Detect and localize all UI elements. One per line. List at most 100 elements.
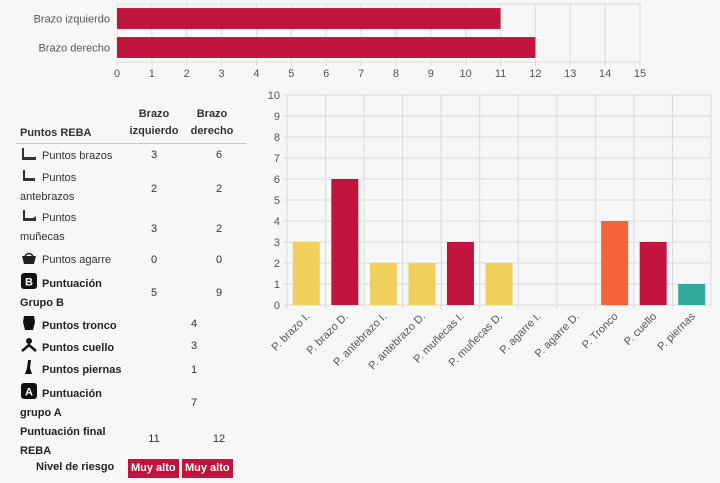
column-header-right-arm: Brazo derecho: [184, 106, 240, 140]
risk-level-label: Nivel de riesgo: [36, 461, 115, 473]
arm-icon: [22, 148, 36, 160]
table-row-neck: Puntos cuello 3: [16, 337, 246, 359]
y-tick-label-1: 1: [274, 279, 280, 291]
bar-10: [678, 284, 706, 305]
value-grip-right: 0: [215, 254, 223, 266]
table-row-final-reba: Puntuación final REBA 11 12: [16, 423, 246, 463]
row-label-group-b-line1: Puntuación: [42, 278, 102, 290]
x-tick-label-10: P. piernas: [655, 310, 698, 353]
row-label-final-reba: Puntuación final REBA: [20, 423, 130, 461]
bar-0: [292, 242, 320, 305]
bar-5: [485, 263, 513, 305]
bar-8: [601, 221, 629, 305]
table-header-title: Puntos REBA: [20, 127, 92, 139]
row-label-group-a: A Puntuación grupo A: [20, 383, 130, 423]
value-group-b-left: 5: [150, 287, 158, 299]
basket-icon: [22, 252, 36, 264]
bar-1: [117, 37, 536, 58]
x-tick-label-11: 11: [495, 68, 506, 80]
row-label-group-a-line2: grupo A: [20, 407, 62, 419]
table-row-trunk: Puntos tronco 4: [16, 315, 246, 337]
x-tick-label-7: 7: [358, 68, 364, 80]
x-tick-label-1: 1: [149, 68, 155, 80]
value-group-a: 7: [190, 397, 198, 409]
y-tick-label-0: 0: [274, 300, 280, 312]
y-tick-label-2: 2: [274, 258, 280, 270]
value-legs: 1: [190, 364, 198, 376]
row-label-forearms-line2: antebrazos: [20, 191, 75, 203]
y-tick-label-6: 6: [274, 174, 280, 186]
bar-4: [446, 242, 474, 305]
row-label-wrists-line2: muñecas: [20, 231, 65, 243]
value-arms-left: 3: [150, 149, 158, 161]
y-tick-label-10: 10: [268, 90, 280, 102]
value-final-right: 12: [212, 433, 226, 445]
table-row-wrists: Puntos muñecas 3 2: [16, 209, 246, 249]
row-label-final-line1: Puntuación final: [20, 426, 106, 438]
bar-3: [408, 263, 436, 305]
risk-badge-left: Muy alto: [128, 459, 179, 478]
row-label-wrists: Puntos muñecas: [20, 209, 130, 247]
row-label-grip-text: Puntos agarre: [42, 254, 112, 266]
row-label-neck: Puntos cuello: [20, 337, 130, 358]
neck-icon: [21, 338, 37, 352]
row-label-group-b-line2: Grupo B: [20, 297, 64, 309]
letter-a-icon: A: [21, 383, 37, 399]
table-header: Puntos REBA Brazo izquierdo Brazo derech…: [16, 103, 246, 144]
column-header-left-arm: Brazo izquierdo: [124, 106, 184, 140]
table-row-grip: Puntos agarre 0 0: [16, 249, 246, 273]
column-header-left-line2: izquierdo: [129, 125, 179, 137]
row-label-final-line2: REBA: [20, 445, 52, 457]
y-tick-label-1: Brazo derecho: [38, 43, 110, 55]
risk-badge-right: Muy alto: [182, 459, 233, 478]
x-tick-label-2: 2: [184, 68, 190, 80]
row-label-neck-text: Puntos cuello: [42, 342, 115, 354]
table-row-legs: Puntos piernas 1: [16, 359, 246, 383]
x-tick-label-0: 0: [114, 68, 120, 80]
legs-icon: [25, 360, 32, 374]
row-label-forearms-line1: Puntos: [42, 172, 77, 184]
x-tick-label-5: 5: [288, 68, 294, 80]
svg-text:A: A: [25, 387, 33, 399]
x-tick-label-15: 15: [634, 68, 646, 80]
y-tick-label-8: 8: [274, 132, 280, 144]
y-tick-label-7: 7: [274, 153, 280, 165]
bar-2: [369, 263, 397, 305]
row-label-grip: Puntos agarre: [20, 251, 130, 270]
row-label-wrists-line1: Puntos: [42, 212, 77, 224]
bar-1: [331, 179, 359, 305]
x-tick-label-4: 4: [253, 68, 259, 80]
reba-points-table: Puntos REBA Brazo izquierdo Brazo derech…: [16, 103, 246, 478]
column-header-right-line2: derecho: [190, 125, 234, 137]
bar-0: [117, 8, 501, 29]
x-tick-label-12: 12: [529, 68, 541, 80]
x-tick-label-10: 10: [460, 68, 472, 80]
table-row-forearms: Puntos antebrazos 2 2: [16, 169, 246, 209]
value-neck: 3: [190, 340, 198, 352]
x-tick-label-9: P. cuello: [622, 311, 659, 348]
row-label-group-b: B Puntuación Grupo B: [20, 273, 130, 313]
table-row-group-b: B Puntuación Grupo B 5 9: [16, 273, 246, 313]
forearm-icon: [23, 170, 35, 181]
value-grip-left: 0: [150, 254, 158, 266]
letter-b-icon: B: [21, 273, 37, 289]
row-label-forearms: Puntos antebrazos: [20, 169, 130, 207]
row-label-trunk: Puntos tronco: [20, 315, 130, 336]
y-tick-label-5: 5: [274, 195, 280, 207]
value-forearms-right: 2: [215, 183, 223, 195]
column-header-left-line1: Brazo: [138, 108, 170, 120]
bar-9: [639, 242, 667, 305]
row-label-group-a-line1: Puntuación: [42, 388, 102, 400]
trunk-icon: [23, 316, 35, 330]
wrist-icon: [23, 210, 36, 221]
value-forearms-left: 2: [150, 183, 158, 195]
x-tick-label-14: 14: [599, 68, 611, 80]
value-arms-right: 6: [215, 149, 223, 161]
row-label-arms-text: Puntos brazos: [42, 150, 113, 162]
y-tick-label-4: 4: [274, 216, 280, 228]
row-label-trunk-text: Puntos tronco: [42, 320, 117, 332]
value-final-left: 11: [148, 433, 160, 445]
x-tick-label-9: 9: [428, 68, 434, 80]
